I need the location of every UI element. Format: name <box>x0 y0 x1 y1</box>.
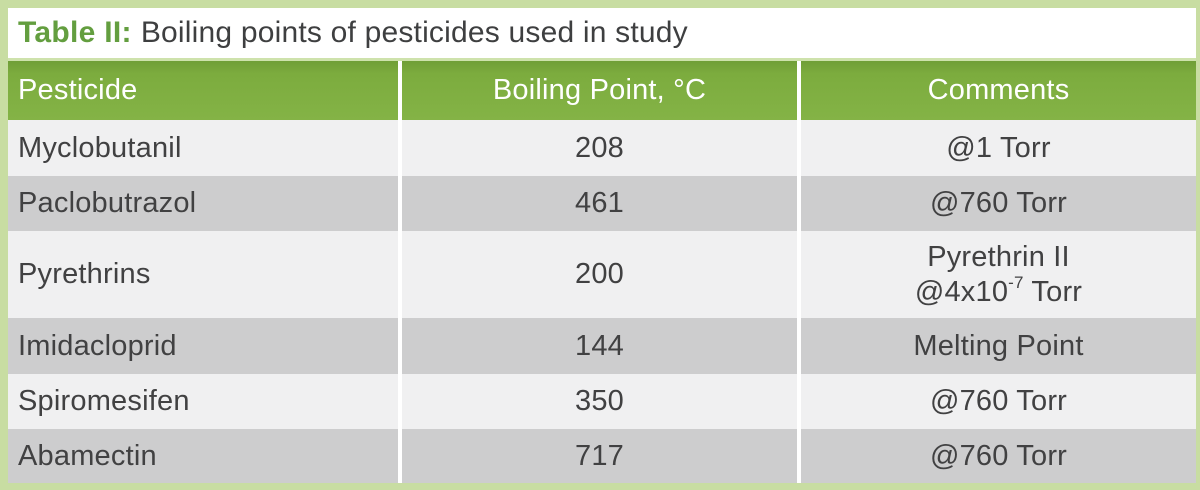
table-row: Imidacloprid 144 Melting Point <box>8 318 1196 374</box>
comment-cell: Melting Point <box>801 318 1196 374</box>
table-row: Spiromesifen 350 @760 Torr <box>8 374 1196 429</box>
pesticide-cell: Spiromesifen <box>8 374 398 429</box>
comment-cell: @760 Torr <box>801 176 1196 231</box>
comment-line-2: @4x10-7 Torr <box>914 272 1083 309</box>
table-caption: Table II: Boiling points of pesticides u… <box>8 8 1196 58</box>
table-row: Pyrethrins 200 Pyrethrin II @4x10-7 Torr <box>8 231 1196 318</box>
boiling-point-cell: 461 <box>402 176 797 231</box>
boiling-point-cell: 208 <box>402 120 797 176</box>
column-header-comments: Comments <box>801 61 1196 120</box>
boiling-point-cell: 144 <box>402 318 797 374</box>
pesticide-cell: Pyrethrins <box>8 231 398 318</box>
table-row: Myclobutanil 208 @1 Torr <box>8 120 1196 176</box>
boiling-point-cell: 200 <box>402 231 797 318</box>
table-header-row: Pesticide Boiling Point, °C Comments <box>8 61 1196 120</box>
column-header-boiling-point: Boiling Point, °C <box>402 61 797 120</box>
boiling-point-cell: 717 <box>402 429 797 483</box>
pesticide-cell: Abamectin <box>8 429 398 483</box>
table-caption-label: Table II: <box>18 16 132 49</box>
table-caption-text: Boiling points of pesticides used in stu… <box>140 16 688 49</box>
comment-cell: @760 Torr <box>801 429 1196 483</box>
table-row: Paclobutrazol 461 @760 Torr <box>8 176 1196 231</box>
comment-line-1: Pyrethrin II <box>927 241 1070 274</box>
comment-cell: Pyrethrin II @4x10-7 Torr <box>801 231 1196 318</box>
pesticide-table: Pesticide Boiling Point, °C Comments Myc… <box>8 61 1196 483</box>
comment-cell: @1 Torr <box>801 120 1196 176</box>
column-header-pesticide: Pesticide <box>8 61 398 120</box>
pesticide-cell: Myclobutanil <box>8 120 398 176</box>
table-row: Abamectin 717 @760 Torr <box>8 429 1196 483</box>
pesticide-cell: Imidacloprid <box>8 318 398 374</box>
pesticide-cell: Paclobutrazol <box>8 176 398 231</box>
comment-superscript: -7 <box>1008 272 1024 292</box>
boiling-point-cell: 350 <box>402 374 797 429</box>
comment-unit-text: Torr <box>1023 275 1083 308</box>
comment-base-text: @4x10 <box>914 275 1009 308</box>
comment-cell: @760 Torr <box>801 374 1196 429</box>
caption-header-divider <box>8 58 1196 61</box>
